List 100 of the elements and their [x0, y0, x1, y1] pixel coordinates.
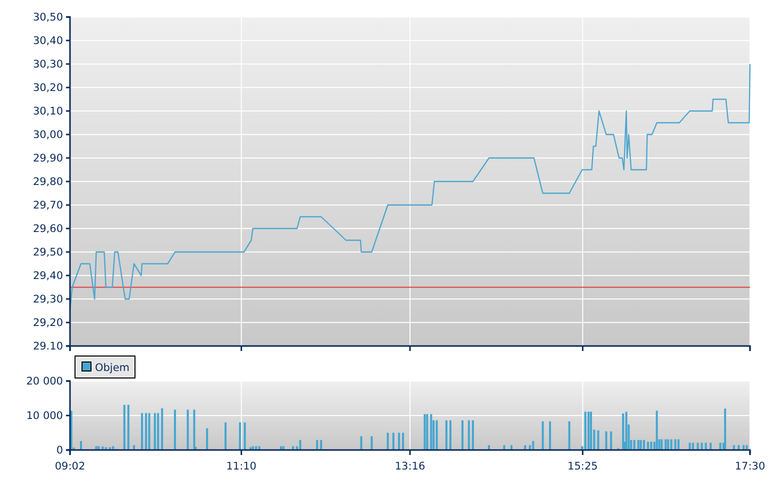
bar	[664, 439, 667, 450]
bar	[282, 446, 284, 450]
bar	[161, 408, 164, 450]
bar	[650, 442, 652, 450]
bar	[186, 410, 189, 450]
bar	[724, 408, 726, 450]
y-tick-label: 30,00	[32, 128, 63, 141]
bar	[123, 404, 126, 450]
y-tick-label: 30,50	[32, 11, 63, 24]
bar	[472, 420, 474, 450]
y-tick-label: 29,50	[32, 246, 63, 258]
bar	[667, 439, 670, 450]
bar	[542, 421, 544, 450]
y-tick-label: 29,70	[32, 199, 63, 212]
bar	[80, 441, 82, 450]
bar	[449, 420, 452, 450]
x-tick-label: 13:16	[394, 460, 426, 473]
bar	[678, 439, 680, 450]
bar	[206, 428, 208, 450]
bar	[742, 445, 745, 450]
y-tick-label: 29,30	[32, 293, 63, 306]
bar	[95, 446, 98, 450]
bar	[710, 442, 712, 450]
text: Objem	[95, 362, 130, 374]
bar	[503, 445, 506, 450]
bar	[625, 412, 628, 450]
bar	[510, 445, 512, 450]
bar	[148, 413, 150, 450]
bar	[637, 440, 640, 450]
bar	[154, 413, 156, 450]
y-tick-label: 29,60	[32, 222, 63, 235]
y-tick-label: 20 000	[26, 375, 63, 388]
bar	[386, 432, 389, 450]
y-tick-label: 29,90	[32, 152, 63, 164]
bar	[104, 447, 107, 450]
bar	[605, 431, 608, 450]
y-tick-label: 10 000	[26, 410, 63, 422]
bar	[193, 410, 196, 450]
bar	[360, 436, 362, 450]
bar	[112, 446, 114, 450]
bar	[524, 445, 526, 450]
bar	[719, 442, 722, 450]
bar	[633, 440, 636, 450]
bar	[670, 439, 672, 450]
bar	[568, 421, 570, 450]
bar	[674, 439, 676, 450]
bar	[688, 442, 691, 450]
y-tick-label: 29.10	[32, 340, 63, 352]
bar	[528, 445, 531, 450]
bar	[108, 447, 111, 450]
y-tick-label: 29,80	[32, 176, 63, 188]
bar	[98, 446, 100, 450]
bar	[398, 432, 400, 450]
bar	[738, 445, 740, 450]
bar	[145, 413, 148, 450]
bar	[746, 445, 748, 450]
bar	[157, 413, 160, 450]
bar	[532, 441, 534, 450]
x-tick-label: 15:25	[568, 460, 598, 473]
bar	[660, 439, 663, 450]
bar	[280, 446, 282, 450]
bar	[239, 422, 241, 450]
bar	[255, 446, 258, 450]
bar	[656, 410, 658, 450]
bar	[461, 420, 464, 450]
bar	[640, 440, 642, 450]
bar	[597, 430, 600, 450]
bar	[468, 420, 470, 450]
bar	[642, 440, 645, 450]
bar	[316, 440, 318, 450]
bar	[249, 447, 252, 450]
bar	[141, 413, 144, 450]
bar	[424, 414, 426, 450]
bar	[436, 420, 438, 450]
bar	[224, 422, 227, 450]
bar	[590, 412, 592, 450]
bar	[402, 432, 404, 450]
bar	[426, 414, 428, 450]
y-tick-label: 29,20	[32, 316, 63, 329]
y-tick-label: 30,40	[32, 34, 63, 47]
bar	[549, 421, 552, 450]
bar	[700, 442, 703, 450]
bar	[488, 445, 490, 450]
bar	[132, 445, 135, 450]
bar	[292, 446, 294, 450]
y-tick-label: 30,20	[32, 82, 63, 94]
bar	[696, 442, 699, 450]
y-tick-label: 30,10	[32, 105, 63, 118]
bar	[299, 440, 302, 450]
x-tick-label: 11:10	[226, 460, 256, 473]
bar	[622, 413, 624, 450]
bar	[584, 412, 586, 450]
bar	[704, 442, 707, 450]
bar	[320, 440, 322, 450]
y-tick-label: 0	[56, 444, 63, 456]
bar	[445, 420, 448, 450]
bar	[392, 432, 394, 450]
y-tick-label: 29,40	[32, 270, 63, 282]
bar	[244, 422, 246, 450]
bar	[127, 404, 130, 450]
